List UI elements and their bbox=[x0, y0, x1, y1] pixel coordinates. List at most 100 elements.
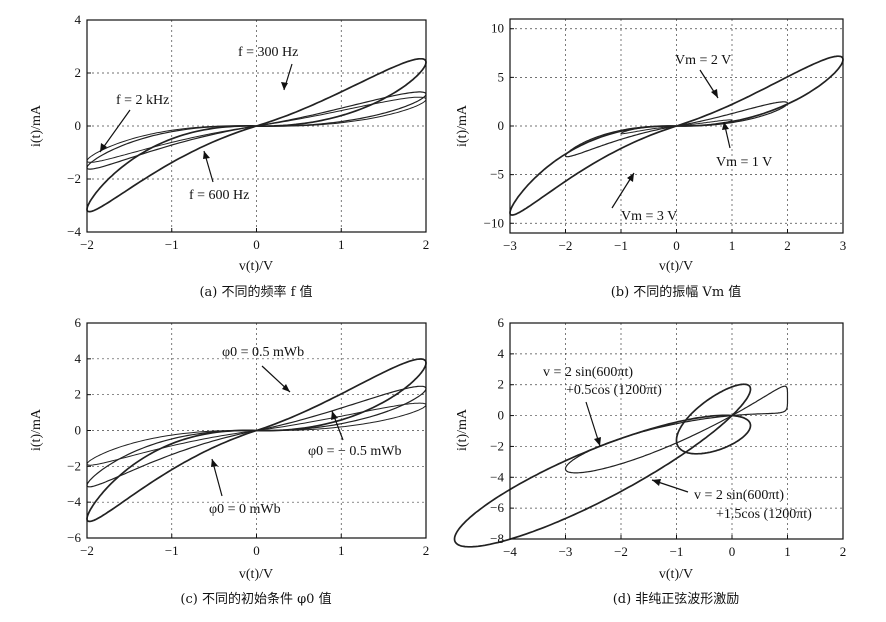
y-tick-label: −2 bbox=[490, 438, 504, 453]
series-a-2-line bbox=[86, 96, 427, 163]
y-tick-label: 10 bbox=[491, 21, 504, 36]
panel-d-ticks: −4 −3 −2 −1 0 1 2 6 4 2 0 −2 −4 −6 −8 bbox=[490, 315, 846, 559]
series-c-1-line bbox=[86, 385, 427, 488]
panel-c-ylabel: i(t)/mA bbox=[29, 408, 44, 451]
y-tick-label: −6 bbox=[490, 500, 504, 515]
panel-b-xlabel: v(t)/V bbox=[659, 259, 693, 274]
y-tick-label: 5 bbox=[498, 69, 505, 84]
panel-d-annot-05-line2: +0.5cos (1200πt) bbox=[566, 383, 662, 398]
panel-a-arrowhead-2khz bbox=[100, 143, 107, 152]
panel-c-arrowhead-neg bbox=[331, 411, 338, 420]
x-tick-label: 1 bbox=[338, 237, 345, 252]
panel-d-arrowhead-15 bbox=[652, 479, 661, 486]
x-tick-label: 2 bbox=[423, 543, 430, 558]
y-tick-label: −10 bbox=[484, 215, 504, 230]
panel-c-arrowhead-zero bbox=[211, 459, 218, 467]
panel-d-xlabel: v(t)/V bbox=[659, 567, 693, 582]
x-tick-label: −2 bbox=[80, 237, 94, 252]
x-tick-label: 2 bbox=[423, 237, 430, 252]
x-tick-label: 0 bbox=[253, 237, 260, 252]
y-tick-label: 6 bbox=[75, 315, 82, 330]
panel-c-annot-zero: φ0 = 0 mWb bbox=[209, 502, 281, 517]
x-tick-label: 0 bbox=[729, 544, 736, 559]
x-tick-label: 1 bbox=[784, 544, 791, 559]
x-tick-label: −2 bbox=[614, 544, 628, 559]
panel-d: −4 −3 −2 −1 0 1 2 6 4 2 0 −2 −4 −6 −8 v(t)/V i(t)/mA (… bbox=[453, 315, 846, 607]
x-tick-label: −4 bbox=[503, 544, 517, 559]
panel-a-caption: (a) 不同的频率 f 值 bbox=[199, 284, 312, 300]
series-d-1-line bbox=[564, 385, 789, 474]
panel-d-grid bbox=[510, 323, 843, 539]
panel-d-caption: (d) 非纯正弦波形激励 bbox=[613, 591, 740, 607]
x-tick-label: −1 bbox=[165, 237, 179, 252]
panel-c-curves bbox=[86, 358, 427, 523]
x-tick-label: 2 bbox=[840, 544, 847, 559]
panel-b-arrowhead-3v bbox=[627, 173, 634, 182]
x-tick-label: 1 bbox=[729, 238, 736, 253]
x-tick-label: −3 bbox=[503, 238, 517, 253]
panel-a-arrowhead-300hz bbox=[281, 82, 288, 90]
x-tick-label: −2 bbox=[80, 543, 94, 558]
y-tick-label: −4 bbox=[67, 494, 81, 509]
panel-a-arrow-2khz bbox=[99, 109, 131, 153]
panel-c-xlabel: v(t)/V bbox=[239, 567, 273, 582]
series-b-2-line bbox=[620, 119, 733, 135]
y-tick-label: −2 bbox=[67, 458, 81, 473]
panel-a-ylabel: i(t)/mA bbox=[29, 104, 44, 147]
y-tick-label: 0 bbox=[75, 118, 82, 133]
panel-d-annot-15-line1: v = 2 sin(600πt) bbox=[694, 488, 784, 503]
y-tick-label: 4 bbox=[75, 12, 82, 27]
panel-c-arrowhead-pos bbox=[282, 384, 290, 392]
y-tick-label: 4 bbox=[75, 351, 82, 366]
y-tick-label: −2 bbox=[67, 171, 81, 186]
panel-a-annot-600hz: f = 600 Hz bbox=[189, 188, 249, 203]
x-tick-label: −1 bbox=[670, 544, 684, 559]
panel-b-curves bbox=[509, 55, 844, 216]
y-tick-label: −5 bbox=[490, 167, 504, 182]
x-tick-label: 2 bbox=[784, 238, 791, 253]
panel-c-annot-pos: φ0 = 0.5 mWb bbox=[222, 345, 304, 360]
x-tick-label: −1 bbox=[614, 238, 628, 253]
panel-a-annot-300hz: f = 300 Hz bbox=[238, 45, 298, 60]
x-tick-label: −1 bbox=[165, 543, 179, 558]
y-tick-label: 0 bbox=[75, 423, 82, 438]
panel-d-arrowhead-05 bbox=[594, 437, 601, 446]
y-tick-label: −4 bbox=[67, 224, 81, 239]
panel-c-caption: (c) 不同的初始条件 φ0 值 bbox=[180, 591, 331, 607]
panel-b-ylabel: i(t)/mA bbox=[455, 104, 470, 147]
panel-b-annot-1v: Vm = 1 V bbox=[716, 155, 772, 170]
panel-b-annot-2v: Vm = 2 V bbox=[675, 53, 731, 68]
y-tick-label: 2 bbox=[75, 65, 82, 80]
panel-b-arrowhead-1v bbox=[722, 122, 729, 130]
x-tick-label: 3 bbox=[840, 238, 847, 253]
panel-b-annot-3v: Vm = 3 V bbox=[621, 209, 677, 224]
x-tick-label: 0 bbox=[673, 238, 680, 253]
panel-a-annot-2khz: f = 2 kHz bbox=[116, 93, 169, 108]
x-tick-label: 0 bbox=[253, 543, 260, 558]
y-tick-label: −4 bbox=[490, 469, 504, 484]
y-tick-label: 6 bbox=[498, 315, 505, 330]
panel-d-annot-05-line1: v = 2 sin(600πt) bbox=[543, 365, 633, 380]
panel-a-arrowhead-600hz bbox=[203, 151, 210, 159]
panel-c: −2 −1 0 1 2 6 4 2 0 −2 −4 −6 v(t)/V i(t)/mA (c) 不同的… bbox=[29, 315, 429, 607]
panel-b-caption: (b) 不同的振幅 Vm 值 bbox=[611, 284, 742, 300]
y-tick-label: 4 bbox=[498, 346, 505, 361]
x-tick-label: −3 bbox=[559, 544, 573, 559]
panel-b-arrowhead-2v bbox=[711, 89, 718, 98]
panel-a-xlabel: v(t)/V bbox=[239, 259, 273, 274]
panel-c-ticks: −2 −1 0 1 2 6 4 2 0 −2 −4 −6 bbox=[67, 315, 429, 558]
series-c-2-line bbox=[86, 402, 427, 466]
panel-c-annot-neg: φ0 = − 0.5 mWb bbox=[308, 444, 401, 459]
y-tick-label: −6 bbox=[67, 530, 81, 545]
y-tick-label: 2 bbox=[75, 387, 82, 402]
x-tick-label: 1 bbox=[338, 543, 345, 558]
panel-d-ylabel: i(t)/mA bbox=[455, 408, 470, 451]
y-tick-label: −8 bbox=[490, 531, 504, 546]
panel-a-curves bbox=[86, 57, 427, 213]
y-tick-label: 0 bbox=[498, 118, 505, 133]
